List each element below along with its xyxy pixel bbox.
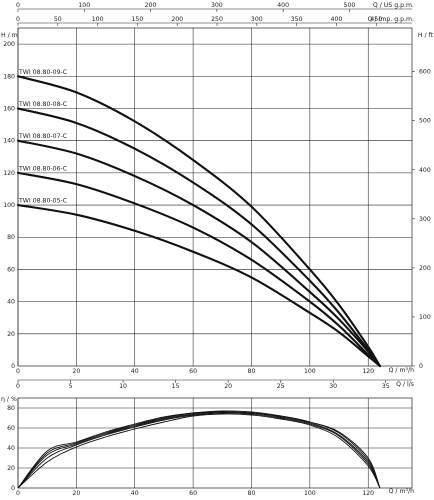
head-x-axis-label: Q / m³/h bbox=[389, 367, 414, 374]
curve-label: TWI 08.80-06-C bbox=[18, 165, 67, 172]
head-x-tick-label: 0 bbox=[16, 368, 20, 375]
usgpm-tick-label: 400 bbox=[277, 2, 289, 9]
ls-tick-label: 0 bbox=[16, 383, 20, 390]
impgpm-axis-label: Q / Imp. g.p.m. bbox=[368, 16, 414, 23]
ls-axis-label: Q / l/s bbox=[396, 381, 414, 388]
head-ft-tick-label: 200 bbox=[419, 265, 431, 272]
impgpm-tick-label: 200 bbox=[171, 16, 183, 23]
head-curve bbox=[16, 171, 381, 368]
head-y-tick-label: 200 bbox=[3, 41, 15, 48]
head-ft-tick-label: 300 bbox=[419, 216, 431, 223]
curve-label: TWI 08.80-09-C bbox=[18, 69, 67, 76]
head-ft-tick-label: 100 bbox=[419, 314, 431, 321]
head-y-tick-label: 180 bbox=[3, 73, 15, 80]
efficiency-curve bbox=[17, 412, 381, 489]
ls-tick-label: 30 bbox=[329, 383, 337, 390]
usgpm-tick-label: 500 bbox=[344, 2, 356, 9]
top-axis-usgpm: Q / US g.p.m. 0 100 200 300 400 500 bbox=[16, 2, 414, 12]
efficiency-curve bbox=[17, 410, 381, 489]
eff-x-tick-label: 40 bbox=[131, 490, 139, 497]
head-ft-tick-label: 500 bbox=[419, 118, 431, 125]
head-x-tick-label: 60 bbox=[189, 368, 197, 375]
head-y-tick-label: 40 bbox=[7, 299, 15, 306]
eff-x-tick-label: 60 bbox=[189, 490, 197, 497]
impgpm-tick-label: 150 bbox=[132, 16, 144, 23]
head-y-tick-label: 140 bbox=[3, 138, 15, 145]
impgpm-tick-label: 0 bbox=[16, 16, 20, 23]
head-y-tick-label: 60 bbox=[7, 266, 15, 273]
head-y-tick-label: 120 bbox=[3, 170, 15, 177]
head-y-axis-label: H / m bbox=[1, 32, 18, 39]
usgpm-axis-label: Q / US g.p.m. bbox=[373, 2, 414, 9]
eff-x-tick-label: 20 bbox=[72, 490, 80, 497]
head-y-tick-label: 160 bbox=[3, 105, 15, 112]
ls-tick-label: 20 bbox=[224, 383, 232, 390]
head-x-tick-label: 20 bbox=[72, 368, 80, 375]
top-axis-impgpm: Q / Imp. g.p.m. 0 50 100 150 200 250 300 350 400… bbox=[16, 16, 414, 26]
head-x-tick-label: 120 bbox=[362, 368, 374, 375]
head-curve bbox=[16, 204, 381, 368]
curve-label: TWI 08.80-07-C bbox=[18, 133, 67, 140]
head-x-tick-label: 40 bbox=[131, 368, 139, 375]
eff-y-tick-label: 20 bbox=[7, 465, 15, 472]
impgpm-tick-label: 300 bbox=[251, 16, 263, 23]
head-plot: 0 20 40 60 80 100 1200204060801001201401601802… bbox=[1, 27, 434, 390]
efficiency-curve bbox=[17, 413, 381, 489]
ls-tick-label: 25 bbox=[277, 383, 285, 390]
ls-tick-label: 5 bbox=[69, 383, 73, 390]
head-x-tick-label: 100 bbox=[304, 368, 316, 375]
head-y-tick-label: 80 bbox=[7, 234, 15, 241]
head-ft-tick-label: 0 bbox=[419, 363, 423, 370]
head-y2-axis-label: H / ft bbox=[418, 32, 434, 39]
eff-x-tick-label: 120 bbox=[362, 490, 374, 497]
impgpm-tick-label: 100 bbox=[92, 16, 104, 23]
eff-x-tick-label: 100 bbox=[304, 490, 316, 497]
ls-tick-label: 35 bbox=[382, 383, 390, 390]
head-y-tick-label: 100 bbox=[3, 202, 15, 209]
impgpm-tick-label: 400 bbox=[331, 16, 343, 23]
eff-x-tick-label: 0 bbox=[16, 490, 20, 497]
impgpm-tick-label: 250 bbox=[211, 16, 223, 23]
impgpm-tick-label: 350 bbox=[291, 16, 303, 23]
eff-x-tick-label: 80 bbox=[248, 490, 256, 497]
usgpm-tick-label: 300 bbox=[211, 2, 223, 9]
eff-y-tick-label: 40 bbox=[7, 445, 15, 452]
eff-y-tick-label: 0 bbox=[11, 485, 15, 492]
head-curve bbox=[16, 139, 381, 368]
eff-y-axis-label: η / % bbox=[1, 396, 17, 403]
ls-tick-label: 10 bbox=[119, 383, 127, 390]
head-ft-tick-label: 400 bbox=[419, 167, 431, 174]
ls-tick-label: 15 bbox=[172, 383, 180, 390]
curve-label: TWI 08.80-08-C bbox=[18, 101, 67, 108]
head-x-tick-label: 80 bbox=[248, 368, 256, 375]
usgpm-tick-label: 200 bbox=[145, 2, 157, 9]
usgpm-tick-label: 100 bbox=[78, 2, 90, 9]
head-ft-tick-label: 600 bbox=[419, 69, 431, 76]
efficiency-plot: 0 20 40 60 80 100 120 0 20 40 60 80 η / % Q / m³/h bbox=[1, 396, 414, 497]
efficiency-curve bbox=[17, 411, 381, 489]
head-y-tick-label: 20 bbox=[7, 331, 15, 338]
head-y-tick-label: 0 bbox=[11, 363, 15, 370]
head-curve bbox=[16, 75, 381, 368]
head-curve bbox=[16, 107, 381, 368]
impgpm-tick-label: 450 bbox=[370, 16, 382, 23]
efficiency-curve bbox=[17, 411, 381, 489]
curve-label: TWI 08.80-05-C bbox=[18, 198, 67, 205]
usgpm-tick-label: 0 bbox=[16, 2, 20, 9]
eff-x-axis-label: Q / m³/h bbox=[389, 488, 414, 495]
eff-y-tick-label: 60 bbox=[7, 425, 15, 432]
impgpm-tick-label: 50 bbox=[54, 16, 62, 23]
eff-y-tick-label: 80 bbox=[7, 405, 15, 412]
